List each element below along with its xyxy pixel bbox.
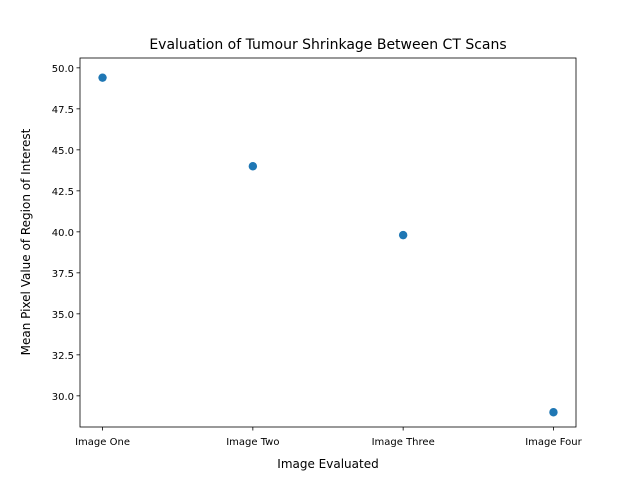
x-tick-label: Image Three <box>372 437 435 448</box>
y-tick-label: 40.0 <box>52 228 74 239</box>
x-tick-label: Image One <box>75 437 130 448</box>
x-axis-label: Image Evaluated <box>277 457 378 471</box>
y-tick-label: 35.0 <box>52 310 74 321</box>
y-tick-label: 42.5 <box>52 187 74 198</box>
y-tick-label: 50.0 <box>52 64 74 75</box>
y-tick-label: 32.5 <box>52 351 74 362</box>
y-tick-label: 47.5 <box>52 105 74 116</box>
y-tick-label: 30.0 <box>52 392 74 403</box>
x-tick-label: Image Two <box>226 437 279 448</box>
y-tick-label: 45.0 <box>52 146 74 157</box>
chart-title: Evaluation of Tumour Shrinkage Between C… <box>149 37 506 53</box>
y-tick-label: 37.5 <box>52 269 74 280</box>
data-point <box>98 73 107 82</box>
data-point <box>398 230 408 240</box>
y-axis-label: Mean Pixel Value of Region of Interest <box>19 128 33 355</box>
x-tick-label: Image Four <box>525 437 582 448</box>
plot-frame <box>79 57 577 428</box>
data-point <box>248 162 258 171</box>
data-point <box>549 408 558 417</box>
